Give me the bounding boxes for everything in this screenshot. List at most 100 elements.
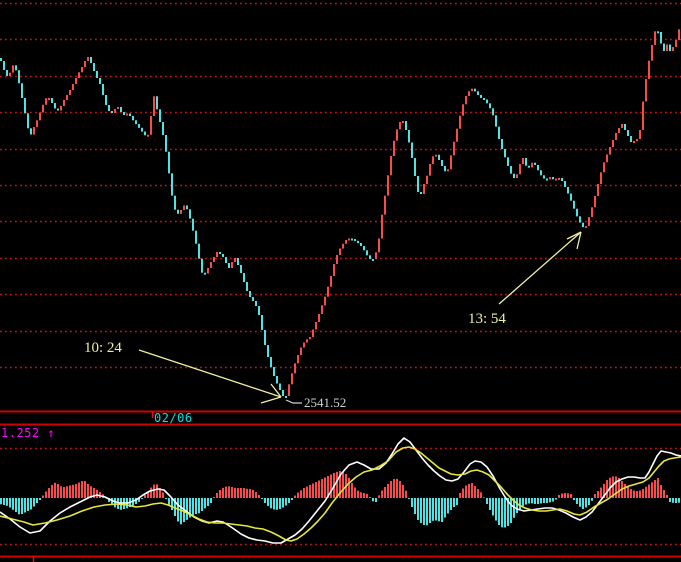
price-bar bbox=[90, 57, 92, 63]
price-bar bbox=[30, 128, 32, 135]
macd-bar-positive bbox=[630, 489, 632, 498]
macd-bar-negative bbox=[276, 498, 278, 510]
price-bar bbox=[471, 88, 473, 92]
macd-bar-negative bbox=[18, 498, 20, 515]
macd-bar-positive bbox=[471, 483, 473, 498]
price-bar bbox=[225, 257, 227, 263]
price-bar bbox=[600, 172, 602, 184]
macd-bar-positive bbox=[147, 492, 149, 498]
price-bar bbox=[246, 282, 248, 291]
price-bar bbox=[579, 216, 581, 223]
price-bar bbox=[612, 140, 614, 147]
macd-bar-negative bbox=[588, 498, 590, 505]
price-bar bbox=[78, 72, 80, 79]
price-bar bbox=[192, 218, 194, 231]
price-bar bbox=[150, 116, 152, 135]
macd-bar-negative bbox=[282, 498, 284, 508]
macd-bar-positive bbox=[627, 486, 629, 499]
price-bar bbox=[0, 58, 2, 61]
price-bar bbox=[561, 178, 563, 181]
price-bar bbox=[474, 88, 476, 92]
macd-bar-positive bbox=[45, 491, 47, 498]
price-bar bbox=[3, 61, 5, 70]
price-bar bbox=[147, 134, 149, 137]
macd-bar-positive bbox=[69, 485, 71, 498]
price-bar bbox=[315, 322, 317, 330]
macd-bar-positive bbox=[258, 495, 260, 498]
macd-bar-negative bbox=[504, 498, 506, 528]
macd-bar-positive bbox=[354, 487, 356, 498]
price-bar bbox=[663, 43, 665, 51]
macd-bar-negative bbox=[138, 498, 140, 502]
price-bar bbox=[438, 154, 440, 160]
macd-bar-positive bbox=[387, 484, 389, 498]
macd-bar-negative bbox=[39, 498, 41, 500]
price-bar bbox=[558, 178, 560, 180]
macd-bar-negative bbox=[432, 498, 434, 521]
price-bar bbox=[60, 106, 62, 111]
price-bar bbox=[621, 124, 623, 128]
price-bar bbox=[177, 209, 179, 214]
macd-bar-negative bbox=[435, 498, 437, 521]
macd-bar-negative bbox=[495, 498, 497, 521]
price-bar bbox=[348, 238, 350, 241]
macd-bar-negative bbox=[543, 498, 545, 503]
dea-line bbox=[0, 446, 681, 542]
price-bar bbox=[333, 264, 335, 276]
price-bar bbox=[198, 243, 200, 259]
price-bar bbox=[231, 262, 233, 268]
macd-bar-negative bbox=[528, 498, 530, 504]
price-bar bbox=[300, 347, 302, 355]
macd-bar-negative bbox=[573, 498, 575, 500]
price-bar bbox=[372, 259, 374, 261]
price-bar bbox=[468, 91, 470, 96]
price-bar bbox=[660, 32, 662, 44]
price-bar bbox=[465, 96, 467, 105]
macd-bar-negative bbox=[141, 498, 143, 499]
price-bar bbox=[39, 112, 41, 121]
price-bar bbox=[435, 154, 437, 157]
price-bar bbox=[675, 40, 677, 47]
price-bar bbox=[18, 70, 20, 84]
macd-bar-negative bbox=[522, 498, 524, 506]
macd-bar-negative bbox=[549, 498, 551, 503]
price-bar bbox=[156, 96, 158, 110]
macd-bar-positive bbox=[357, 490, 359, 498]
price-bar bbox=[375, 252, 377, 259]
macd-bar-negative bbox=[501, 498, 503, 528]
price-bar bbox=[636, 139, 638, 141]
macd-bar-negative bbox=[447, 498, 449, 514]
macd-bar-positive bbox=[159, 488, 161, 498]
macd-bar-negative bbox=[279, 498, 281, 509]
macd-bar-positive bbox=[348, 477, 350, 499]
price-bar bbox=[414, 158, 416, 176]
price-bar bbox=[291, 373, 293, 385]
annotation-arrows bbox=[138, 231, 582, 404]
price-bar bbox=[492, 108, 494, 116]
macd-bar-negative bbox=[531, 498, 533, 504]
macd-bar-positive bbox=[390, 481, 392, 498]
price-bar bbox=[411, 142, 413, 158]
macd-bar-positive bbox=[639, 490, 641, 498]
macd-bar-negative bbox=[552, 498, 554, 502]
macd-bar-positive bbox=[624, 484, 626, 498]
macd-bar-positive bbox=[327, 476, 329, 498]
macd-bar-positive bbox=[51, 485, 53, 498]
price-bar bbox=[237, 258, 239, 265]
price-bar bbox=[81, 67, 83, 73]
price-bar bbox=[258, 306, 260, 315]
macd-bar-positive bbox=[360, 492, 362, 499]
macd-bar-positive bbox=[60, 486, 62, 499]
macd-bar-positive bbox=[570, 494, 572, 498]
macd-bar-negative bbox=[9, 498, 11, 508]
macd-bar-positive bbox=[645, 486, 647, 499]
macd-bar-positive bbox=[324, 477, 326, 498]
price-bar bbox=[429, 164, 431, 176]
price-bar bbox=[450, 155, 452, 170]
macd-bar-positive bbox=[54, 482, 56, 499]
macd-bar-negative bbox=[507, 498, 509, 526]
price-bar bbox=[516, 174, 518, 178]
price-bar bbox=[444, 166, 446, 172]
price-bar bbox=[531, 162, 533, 168]
